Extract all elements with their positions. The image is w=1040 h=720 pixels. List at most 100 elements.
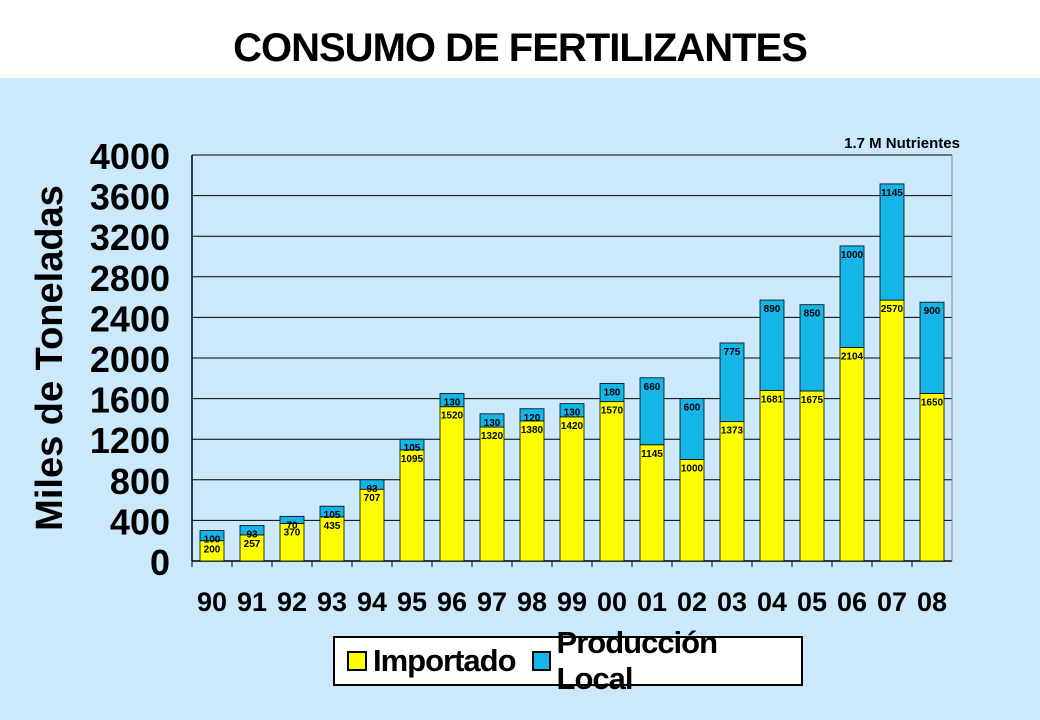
data-label-produccion-local: 890 bbox=[764, 304, 781, 315]
bar-importado bbox=[239, 534, 265, 562]
x-tick-label: 03 bbox=[717, 587, 747, 617]
x-tick-label: 97 bbox=[477, 587, 507, 617]
bar-produccion-local bbox=[479, 413, 505, 428]
x-tick-label: 99 bbox=[557, 587, 587, 617]
data-label-produccion-local: 1145 bbox=[881, 188, 903, 199]
legend: Importado Producción Local bbox=[333, 625, 803, 696]
y-tick-label: 4000 bbox=[90, 136, 170, 177]
x-tick-label: 07 bbox=[877, 587, 907, 617]
data-label-importado: 1095 bbox=[401, 454, 424, 465]
legend-label-importado: Importado bbox=[373, 643, 517, 678]
data-label-importado: 1650 bbox=[921, 398, 944, 409]
data-label-produccion-local: 93 bbox=[246, 529, 258, 540]
legend-item-importado: Importado bbox=[347, 643, 517, 679]
legend-swatch-produccion-local bbox=[531, 651, 551, 671]
data-label-importado: 1570 bbox=[601, 406, 624, 417]
data-label-produccion-local: 130 bbox=[484, 418, 501, 429]
x-tick-label: 04 bbox=[757, 587, 787, 617]
data-label-importado: 1420 bbox=[561, 421, 584, 432]
data-label-importado: 1320 bbox=[481, 431, 504, 442]
bar-produccion-local bbox=[199, 530, 225, 542]
bar-importado bbox=[759, 389, 785, 562]
x-tick-label: 08 bbox=[917, 587, 947, 617]
bars bbox=[199, 183, 945, 562]
title-band: CONSUMO DE FERTILIZANTES bbox=[0, 0, 1040, 78]
bar-produccion-local bbox=[399, 438, 425, 451]
data-label-importado: 1681 bbox=[761, 394, 784, 405]
bar-produccion-local bbox=[359, 479, 385, 490]
bar-produccion-local bbox=[839, 245, 865, 348]
axes: 0400800120016002000240028003200360040009… bbox=[90, 136, 953, 617]
y-tick-label: 1200 bbox=[90, 420, 170, 461]
data-label-produccion-local: 600 bbox=[684, 403, 701, 414]
y-tick-label: 2800 bbox=[90, 258, 170, 299]
data-label-produccion-local: 660 bbox=[644, 382, 661, 393]
bar-importado bbox=[319, 516, 345, 562]
y-tick-label: 2400 bbox=[90, 298, 170, 339]
y-tick-label: 0 bbox=[150, 542, 170, 583]
data-label-produccion-local: 120 bbox=[524, 413, 541, 424]
data-label-importado: 435 bbox=[324, 521, 341, 532]
data-label-importado: 2570 bbox=[881, 304, 904, 315]
data-label-importado: 370 bbox=[284, 527, 301, 538]
legend-label-produccion-local: Producción Local bbox=[556, 625, 719, 696]
data-label-produccion-local: 100 bbox=[204, 535, 221, 546]
bar-importado bbox=[639, 444, 665, 562]
bar-importado bbox=[559, 416, 585, 562]
data-label-importado: 707 bbox=[364, 493, 381, 504]
x-tick-label: 90 bbox=[197, 587, 227, 617]
bar-produccion-local bbox=[439, 393, 465, 408]
bar-importado bbox=[599, 401, 625, 562]
data-label-importado: 1520 bbox=[441, 411, 464, 422]
bar-importado bbox=[439, 406, 465, 562]
data-label-importado: 257 bbox=[244, 539, 261, 550]
bar-importado bbox=[479, 426, 505, 562]
x-tick-label: 93 bbox=[317, 587, 347, 617]
bar-produccion-local bbox=[559, 403, 585, 418]
y-axis-label: Miles de Toneladas bbox=[29, 185, 71, 531]
y-tick-label: 1600 bbox=[90, 380, 170, 421]
bar-produccion-local bbox=[759, 299, 785, 391]
x-tick-label: 92 bbox=[277, 587, 307, 617]
x-tick-label: 91 bbox=[237, 587, 267, 617]
bar-importado bbox=[879, 299, 905, 562]
bar-produccion-local bbox=[279, 515, 305, 524]
x-tick-label: 05 bbox=[797, 587, 827, 617]
bar-produccion-local bbox=[919, 301, 945, 394]
data-label-produccion-local: 130 bbox=[444, 398, 461, 409]
data-label-importado: 2104 bbox=[841, 351, 864, 362]
data-label-produccion-local: 93 bbox=[366, 484, 378, 495]
bar-importado bbox=[519, 420, 545, 562]
y-tick-label: 2000 bbox=[90, 339, 170, 380]
bar-produccion-local bbox=[639, 377, 665, 446]
y-tick-label: 800 bbox=[110, 461, 170, 502]
y-tick-label: 400 bbox=[110, 501, 170, 542]
x-tick-label: 94 bbox=[357, 587, 387, 617]
data-label-produccion-local: 775 bbox=[724, 347, 741, 358]
x-tick-label: 06 bbox=[837, 587, 867, 617]
legend-swatch-importado bbox=[347, 651, 367, 671]
bar-produccion-local bbox=[599, 382, 625, 403]
data-label-importado: 1000 bbox=[681, 464, 704, 475]
data-label-importado: 1380 bbox=[521, 425, 544, 436]
data-label-produccion-local: 130 bbox=[564, 408, 581, 419]
data-label-produccion-local: 105 bbox=[324, 510, 341, 521]
bar-importado bbox=[359, 488, 385, 562]
data-label-produccion-local: 180 bbox=[604, 387, 621, 398]
bar-produccion-local bbox=[719, 342, 745, 423]
data-label-produccion-local: 850 bbox=[804, 309, 821, 320]
data-label-produccion-local: 1000 bbox=[841, 250, 864, 261]
chart-title: CONSUMO DE FERTILIZANTES bbox=[233, 26, 808, 70]
bar-importado bbox=[919, 393, 945, 562]
data-label-produccion-local: 900 bbox=[924, 306, 941, 317]
bar-produccion-local bbox=[239, 525, 265, 536]
x-tick-label: 00 bbox=[597, 587, 627, 617]
bar-importado bbox=[719, 421, 745, 562]
bar-produccion-local bbox=[519, 408, 545, 422]
bar-importado bbox=[839, 347, 865, 562]
y-tick-label: 3200 bbox=[90, 217, 170, 258]
bar-produccion-local bbox=[799, 304, 825, 392]
legend-item-produccion-local: Producción Local bbox=[531, 625, 785, 697]
